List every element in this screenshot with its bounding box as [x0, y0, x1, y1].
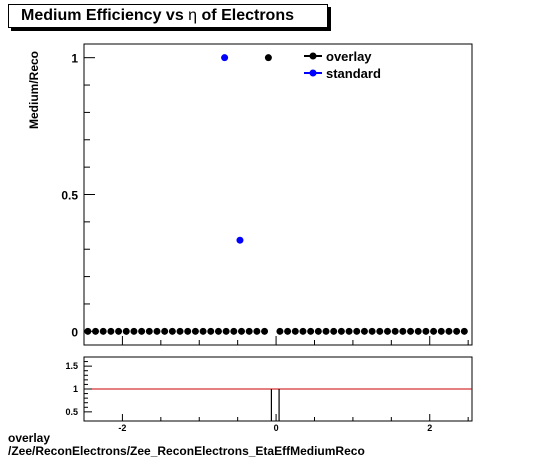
marker-standard: [236, 236, 244, 244]
marker-overlay: [337, 327, 345, 335]
marker-overlay: [430, 327, 438, 335]
marker-overlay: [261, 327, 269, 335]
marker-overlay: [264, 54, 272, 62]
marker-overlay: [284, 327, 292, 335]
marker-overlay: [122, 327, 130, 335]
ratio-y-tick-label: 1.5: [65, 361, 78, 371]
marker-overlay: [460, 327, 468, 335]
marker-overlay: [199, 327, 207, 335]
marker-overlay: [191, 327, 199, 335]
chart-title-prefix: Medium Efficiency vs: [21, 7, 189, 24]
main-y-tick-label: 1: [71, 52, 78, 66]
ratio-x-tick-label: -2: [118, 423, 126, 433]
chart-title-box: Medium Efficiency vs η of Electrons: [8, 4, 328, 28]
marker-overlay: [115, 327, 123, 335]
marker-overlay: [422, 327, 430, 335]
chart-title: Medium Efficiency vs η of Electrons: [21, 7, 294, 25]
marker-overlay: [222, 327, 230, 335]
marker-overlay: [214, 327, 222, 335]
main-y-tick-label: 0.5: [61, 189, 78, 203]
legend-marker-standard: [309, 69, 317, 77]
marker-overlay: [99, 327, 107, 335]
marker-overlay: [314, 327, 322, 335]
marker-overlay: [130, 327, 138, 335]
ratio-y-tick-label: 1: [73, 384, 78, 394]
legend-label-standard: standard: [326, 66, 381, 81]
marker-overlay: [407, 327, 415, 335]
marker-overlay: [107, 327, 115, 335]
marker-overlay: [291, 327, 299, 335]
marker-overlay: [368, 327, 376, 335]
marker-overlay: [184, 327, 192, 335]
legend-marker-overlay: [309, 52, 317, 60]
ratio-y-tick-label: 0.5: [65, 407, 78, 417]
marker-overlay: [307, 327, 315, 335]
marker-overlay: [92, 327, 100, 335]
marker-overlay: [414, 327, 422, 335]
main-y-axis-label: Medium/Reco: [27, 51, 41, 129]
ratio-x-tick-label: 0: [274, 423, 279, 433]
marker-overlay: [145, 327, 153, 335]
marker-overlay: [153, 327, 161, 335]
marker-overlay: [253, 327, 261, 335]
marker-overlay: [353, 327, 361, 335]
legend-label-overlay: overlay: [326, 49, 372, 64]
footer-line-1: overlay: [8, 431, 51, 445]
marker-overlay: [383, 327, 391, 335]
marker-overlay: [176, 327, 184, 335]
footer-line-2: /Zee/ReconElectrons/Zee_ReconElectrons_E…: [8, 444, 365, 458]
marker-overlay: [230, 327, 238, 335]
marker-overlay: [138, 327, 146, 335]
marker-overlay: [322, 327, 330, 335]
footer: overlay /Zee/ReconElectrons/Zee_ReconEle…: [8, 432, 365, 458]
marker-overlay: [276, 327, 284, 335]
ratio-x-tick-label: 2: [427, 423, 432, 433]
marker-overlay: [376, 327, 384, 335]
marker-overlay: [207, 327, 215, 335]
marker-overlay: [238, 327, 246, 335]
marker-standard: [221, 54, 229, 62]
marker-overlay: [245, 327, 253, 335]
marker-overlay: [445, 327, 453, 335]
marker-overlay: [330, 327, 338, 335]
marker-overlay: [299, 327, 307, 335]
main-plot-frame: [83, 43, 473, 346]
chart-title-eta-symbol: η: [188, 7, 198, 24]
main-y-tick-label: 0: [71, 325, 78, 339]
marker-overlay: [360, 327, 368, 335]
marker-overlay: [399, 327, 407, 335]
marker-overlay: [453, 327, 461, 335]
marker-overlay: [345, 327, 353, 335]
chart-title-suffix: of Electrons: [197, 7, 294, 24]
marker-overlay: [161, 327, 169, 335]
marker-overlay: [84, 327, 92, 335]
marker-overlay: [391, 327, 399, 335]
marker-overlay: [168, 327, 176, 335]
marker-overlay: [437, 327, 445, 335]
